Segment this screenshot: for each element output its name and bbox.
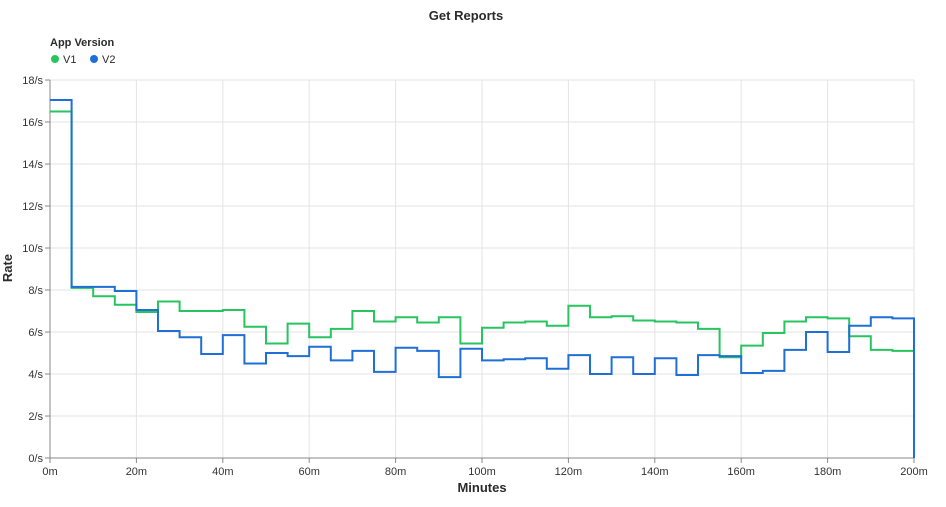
- x-axis-label: Minutes: [457, 480, 506, 495]
- x-tick-label: 40m: [212, 466, 233, 478]
- x-tick-label: 60m: [298, 466, 319, 478]
- x-tick-label: 0m: [42, 466, 57, 478]
- grid: [49, 79, 915, 459]
- legend-swatch-v2: [90, 55, 98, 63]
- chart-title: Get Reports: [429, 8, 503, 23]
- y-tick-label: 6/s: [28, 327, 43, 339]
- legend-item-v1[interactable]: V1: [51, 54, 76, 66]
- legend-swatch-v1: [51, 55, 59, 63]
- y-tick-label: 14/s: [22, 159, 43, 171]
- y-tick-label: 0/s: [28, 453, 43, 465]
- x-tick-label: 100m: [468, 466, 496, 478]
- y-axis-label: Rate: [0, 254, 15, 282]
- y-tick-label: 12/s: [22, 201, 43, 213]
- y-tick-label: 18/s: [22, 75, 43, 87]
- y-tick-label: 10/s: [22, 243, 43, 255]
- legend-title: App Version: [50, 37, 114, 49]
- x-tick-label: 140m: [641, 466, 669, 478]
- y-tick-label: 4/s: [28, 369, 43, 381]
- x-tick-label: 200m: [900, 466, 928, 478]
- y-tick-label: 8/s: [28, 285, 43, 297]
- legend-item-v2[interactable]: V2: [90, 54, 115, 66]
- series-line-v2[interactable]: [50, 98, 915, 458]
- legend-label-v2: V2: [102, 54, 115, 66]
- legend: App Version V1 V2: [50, 37, 115, 66]
- legend-label-v1: V1: [63, 54, 76, 66]
- y-tick-label: 2/s: [28, 411, 43, 423]
- x-tick-label: 20m: [126, 466, 147, 478]
- axes: 0/s 2/s 4/s 6/s 8/s 10/s 12/s 14/s 16/s 18/s 0m 20m…: [22, 75, 928, 478]
- y-tick-label: 16/s: [22, 117, 43, 129]
- x-tick-label: 160m: [727, 466, 755, 478]
- series-line-v1[interactable]: [50, 110, 914, 359]
- x-tick-label: 80m: [385, 466, 406, 478]
- x-tick-label: 120m: [555, 466, 583, 478]
- x-tick-label: 180m: [814, 466, 842, 478]
- plot-area: [50, 98, 915, 458]
